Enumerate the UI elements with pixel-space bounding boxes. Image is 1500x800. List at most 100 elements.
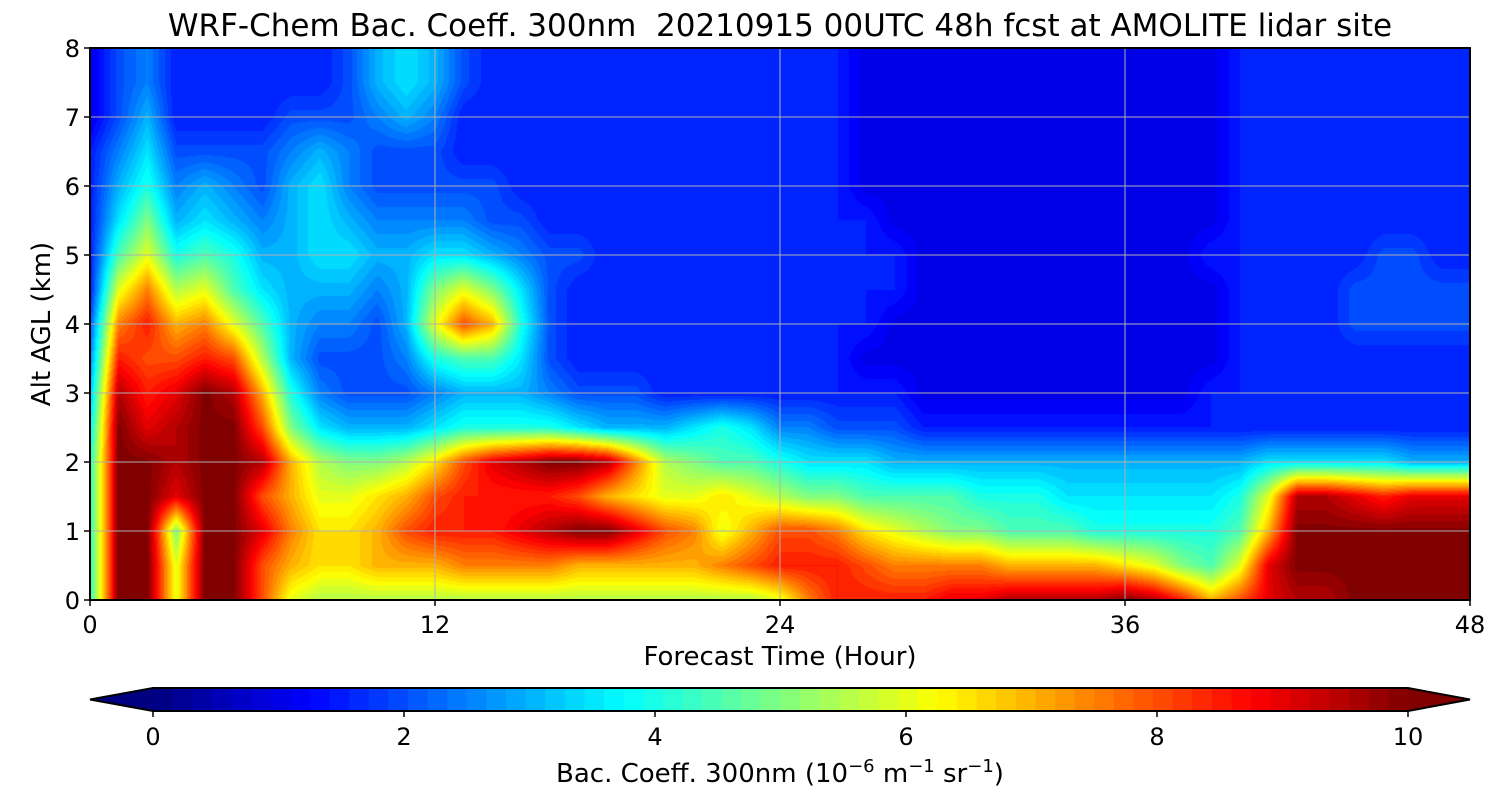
colorbar-segment (643, 688, 664, 711)
colorbar-label-prefix: Bac. Coeff. 300nm (10 (556, 759, 848, 789)
colorbar-segment (760, 688, 782, 711)
colorbar-segment (153, 688, 174, 711)
y-tick-label: 3 (65, 380, 80, 408)
colorbar-segment (662, 688, 684, 711)
colorbar-segment (898, 688, 919, 711)
colorbar-segment (1368, 688, 1389, 711)
colorbar: 0 2 4 6 8 10 (89, 687, 1471, 751)
y-tick-label: 8 (65, 35, 80, 63)
colorbar-tick-label: 6 (898, 723, 913, 751)
colorbar-segment (721, 688, 742, 711)
colorbar-segment (545, 688, 566, 711)
colorbar-segment (1094, 688, 1115, 711)
y-axis: 0 1 2 3 4 5 6 7 8 (65, 35, 90, 615)
colorbar-segment (407, 688, 429, 711)
colorbar-segment (1074, 688, 1095, 711)
y-tick-label: 0 (65, 587, 80, 615)
colorbar-segment (231, 688, 252, 711)
colorbar-label-mid-1: m (875, 759, 909, 789)
colorbar-segment (976, 688, 997, 711)
colorbar-segment (996, 688, 1017, 711)
colorbar-segment (447, 688, 468, 711)
x-tick-label: 24 (765, 611, 796, 639)
x-tick-label: 12 (420, 611, 451, 639)
colorbar-segment (1309, 688, 1331, 711)
colorbar-segment (604, 688, 625, 711)
colorbar-label-suffix: ) (994, 759, 1004, 789)
colorbar-segment (1388, 688, 1409, 711)
colorbar-segment (584, 688, 605, 711)
colorbar-segment (682, 688, 703, 711)
colorbar-segment (1035, 688, 1056, 711)
colorbar-segment (505, 688, 527, 711)
colorbar-segment (800, 688, 821, 711)
colorbar-segment (1192, 688, 1213, 711)
y-tick-label: 5 (65, 242, 80, 270)
colorbar-segment (309, 688, 331, 711)
colorbar-segment (1251, 688, 1272, 711)
colorbar-segment (741, 688, 762, 711)
colorbar-label-exp-2: −1 (908, 756, 935, 777)
colorbar-segment (702, 688, 723, 711)
colorbar-label-exp-3: −1 (967, 756, 994, 777)
x-tick-label: 0 (82, 611, 97, 639)
x-axis: 0 12 24 36 48 (82, 600, 1485, 639)
colorbar-segment (486, 688, 507, 711)
colorbar-segment (290, 688, 311, 711)
colorbar-segment (937, 688, 958, 711)
colorbar-segment (329, 688, 350, 711)
x-tick-label: 36 (1110, 611, 1141, 639)
colorbar-segment (1153, 688, 1174, 711)
colorbar-tick-label: 0 (145, 723, 160, 751)
colorbar-segment (211, 688, 233, 711)
colorbar-segment (1113, 688, 1135, 711)
colorbar-tick-label: 4 (647, 723, 662, 751)
colorbar-segment (878, 688, 899, 711)
colorbar-segment (956, 688, 978, 711)
colorbar-segment (270, 688, 291, 711)
y-tick-label: 2 (65, 449, 80, 477)
colorbar-segment (780, 688, 801, 711)
colorbar-segment (1349, 688, 1370, 711)
colorbar-segment (427, 688, 448, 711)
colorbar-segment (1290, 688, 1311, 711)
colorbar-segment (192, 688, 213, 711)
colorbar-label-exp-1: −6 (848, 756, 875, 777)
x-axis-label: Forecast Time (Hour) (643, 642, 916, 672)
colorbar-segment (1231, 688, 1252, 711)
colorbar-segment (368, 688, 389, 711)
x-tick-label: 48 (1455, 611, 1486, 639)
colorbar-segment (1133, 688, 1154, 711)
colorbar-segment (251, 688, 272, 711)
colorbar-segment (1329, 688, 1350, 711)
colorbar-segment (172, 688, 193, 711)
chart-title: WRF-Chem Bac. Coeff. 300nm 20210915 00UT… (167, 8, 1393, 44)
y-tick-label: 7 (65, 104, 80, 132)
colorbar-segment (525, 688, 546, 711)
colorbar-segment (1015, 688, 1037, 711)
colorbar-segment (623, 688, 644, 711)
colorbar-segment (564, 688, 586, 711)
colorbar-segment (839, 688, 860, 711)
colorbar-segment (388, 688, 409, 711)
colorbar-tick-label: 8 (1149, 723, 1164, 751)
colorbar-segment (819, 688, 840, 711)
colorbar-segment (1055, 688, 1076, 711)
colorbar-segment (466, 688, 487, 711)
colorbar-segment (858, 688, 880, 711)
y-axis-label: Alt AGL (km) (27, 242, 57, 406)
colorbar-tick-label: 10 (1393, 723, 1424, 751)
y-tick-label: 6 (65, 173, 80, 201)
y-tick-label: 4 (65, 311, 80, 339)
colorbar-extend-high (1408, 688, 1470, 711)
colorbar-label-mid-2: sr (935, 759, 968, 789)
colorbar-segment (349, 688, 370, 711)
colorbar-label: Bac. Coeff. 300nm (10−6 m−1 sr−1) (556, 756, 1004, 789)
colorbar-segment (1270, 688, 1291, 711)
colorbar-extend-low (90, 688, 153, 711)
colorbar-segment (917, 688, 938, 711)
colorbar-segment (1211, 688, 1233, 711)
colorbar-tick-label: 2 (396, 723, 411, 751)
y-tick-label: 1 (65, 518, 80, 546)
